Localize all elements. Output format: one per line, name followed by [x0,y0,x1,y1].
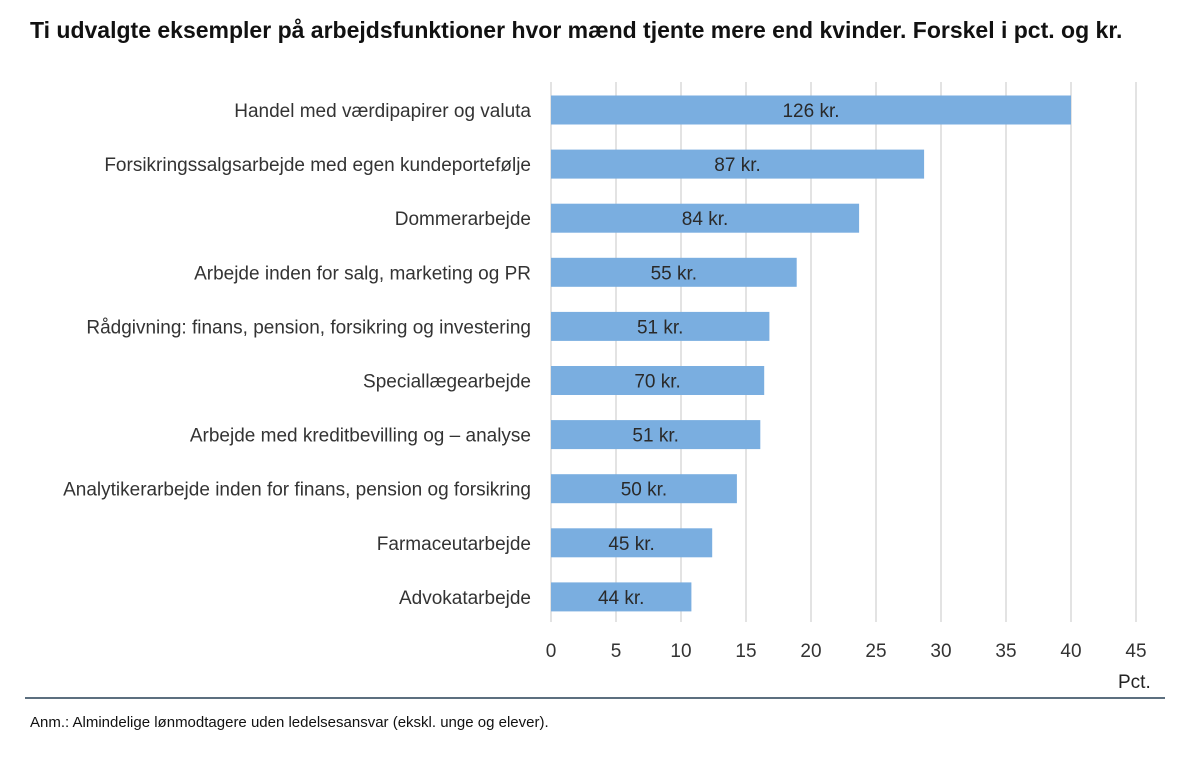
bar-value-label: 55 kr. [651,263,697,284]
category-label: Forsikringssalgsarbejde med egen kundepo… [104,155,531,176]
x-axis-unit-label: Pct. [1118,672,1151,693]
bar [551,582,692,612]
footer-divider [25,697,1165,699]
category-label: Speciallægearbejde [363,372,531,393]
bars [551,95,1071,612]
category-label: Arbejde inden for salg, marketing og PR [194,263,531,284]
bar [551,311,770,341]
bar-value-labels: 126 kr. 87 kr. 84 kr. 55 kr. 51 kr. 70 kr. 51 … [598,101,840,609]
x-tick-label: 15 [735,641,756,662]
footnote: Anm.: Almindelige lønmodtagere uden lede… [30,714,549,731]
bar [551,257,797,287]
bar-value-label: 84 kr. [682,209,728,230]
bar-value-label: 126 kr. [782,101,839,122]
x-tick-label: 25 [865,641,886,662]
category-label: Arbejde med kreditbevilling og – analyse [190,426,531,447]
bar-value-label: 50 kr. [621,480,667,501]
x-tick-label: 10 [670,641,691,662]
bar [551,149,925,179]
category-label: Farmaceutarbejde [377,534,531,555]
category-label: Handel med værdipapirer og valuta [234,101,531,122]
bar-value-label: 70 kr. [634,372,680,393]
x-tick-label: 35 [995,641,1016,662]
x-tick-label: 0 [546,641,557,662]
x-tick-label: 20 [800,641,821,662]
x-tick-label: 5 [611,641,622,662]
bar [551,528,713,558]
bar [551,203,860,233]
bar-value-label: 44 kr. [598,588,644,609]
category-label: Advokatarbejde [399,588,531,609]
category-label: Analytikerarbejde inden for finans, pens… [63,480,531,501]
x-tick-label: 45 [1125,641,1146,662]
x-axis-ticks: 0 5 10 15 20 25 30 35 40 45 [546,641,1147,662]
x-tick-label: 40 [1060,641,1081,662]
x-tick-label: 30 [930,641,951,662]
bar-value-label: 51 kr. [632,426,678,447]
bar-value-label: 45 kr. [608,534,654,555]
bar [551,474,737,504]
bar [551,366,765,395]
bar-value-label: 51 kr. [637,317,683,338]
bar [551,420,761,450]
category-label: Dommerarbejde [395,209,531,230]
chart-title: Ti udvalgte eksempler på arbejdsfunktion… [30,17,1123,43]
bar [551,95,1071,125]
category-labels: Handel med værdipapirer og valuta Forsikr… [63,101,531,609]
bar-value-label: 87 kr. [714,155,760,176]
category-label: Rådgivning: finans, pension, forsikring … [86,317,531,338]
